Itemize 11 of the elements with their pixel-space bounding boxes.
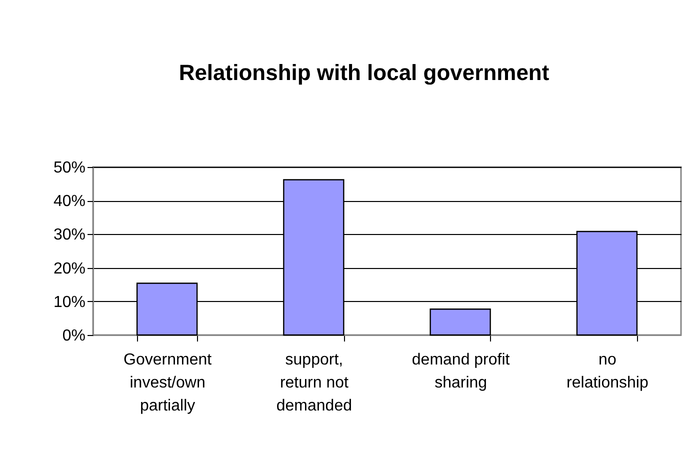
chart-title: Relationship with local government: [178, 60, 550, 85]
y-tick-label: 50%: [53, 160, 86, 176]
y-tick-label: 30%: [53, 226, 86, 244]
y-tick-label: 20%: [53, 260, 86, 278]
y-tick-label: 0%: [62, 328, 86, 344]
x-tick-label: demand profit sharing: [412, 352, 510, 392]
x-tick-label: Government invest/own partially: [124, 352, 212, 414]
x-tick-label: support, return not demanded: [276, 352, 352, 414]
y-tick-label: 40%: [53, 193, 86, 210]
y-tick-label: 10%: [53, 294, 86, 311]
x-tick-label: no relationship: [566, 352, 648, 392]
